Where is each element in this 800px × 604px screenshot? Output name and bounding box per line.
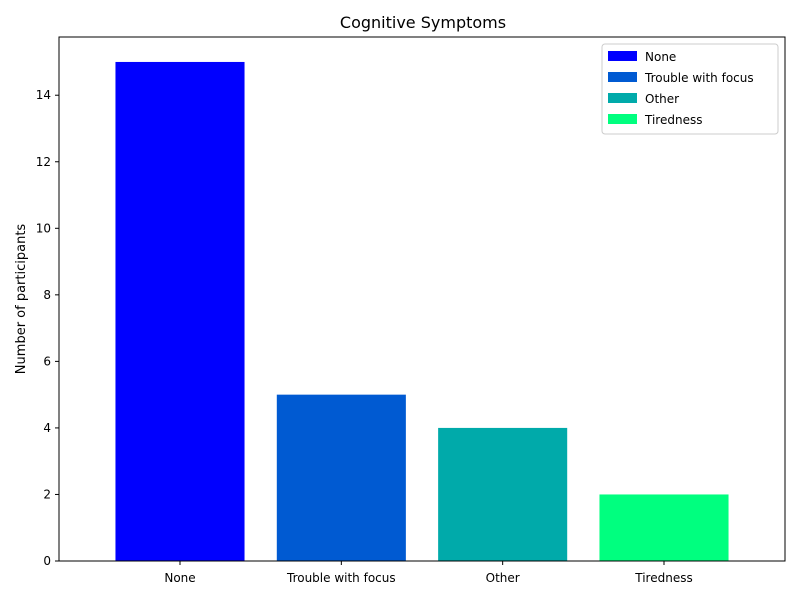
- legend-label: Other: [645, 92, 679, 106]
- legend-swatch: [608, 72, 637, 82]
- legend-label: Tiredness: [644, 113, 702, 127]
- x-axis-ticks: None Trouble with focus Other Tiredness: [164, 561, 693, 585]
- y-tick-label: 0: [43, 554, 51, 568]
- legend-swatch: [608, 114, 637, 124]
- y-axis-label: Number of participants: [14, 224, 29, 375]
- bar-trouble-with-focus: [276, 394, 406, 561]
- y-tick-label: 8: [43, 288, 51, 302]
- bar-other: [438, 427, 568, 561]
- y-tick-label: 6: [43, 354, 51, 368]
- x-tick-label: Tiredness: [634, 571, 692, 585]
- y-tick-label: 10: [36, 221, 51, 235]
- legend-label: None: [645, 50, 676, 64]
- x-tick-label: None: [164, 571, 195, 585]
- y-tick-label: 14: [36, 88, 51, 102]
- y-tick-label: 2: [43, 487, 51, 501]
- bars-group: [115, 61, 729, 561]
- y-axis-ticks: 0 2 4 6 8 10 12 14: [36, 88, 59, 568]
- legend: None Trouble with focus Other Tiredness: [601, 43, 779, 135]
- bar-none: [115, 61, 245, 561]
- y-tick-label: 12: [36, 155, 51, 169]
- bar-tiredness: [599, 494, 729, 561]
- legend-swatch: [608, 51, 637, 61]
- legend-swatch: [608, 93, 637, 103]
- chart-title: Cognitive Symptoms: [340, 13, 506, 32]
- legend-frame: [601, 43, 779, 135]
- y-tick-label: 4: [43, 421, 51, 435]
- x-tick-label: Trouble with focus: [286, 571, 396, 585]
- x-tick-label: Other: [486, 571, 520, 585]
- plot-frame: [58, 36, 786, 562]
- legend-label: Trouble with focus: [644, 71, 754, 85]
